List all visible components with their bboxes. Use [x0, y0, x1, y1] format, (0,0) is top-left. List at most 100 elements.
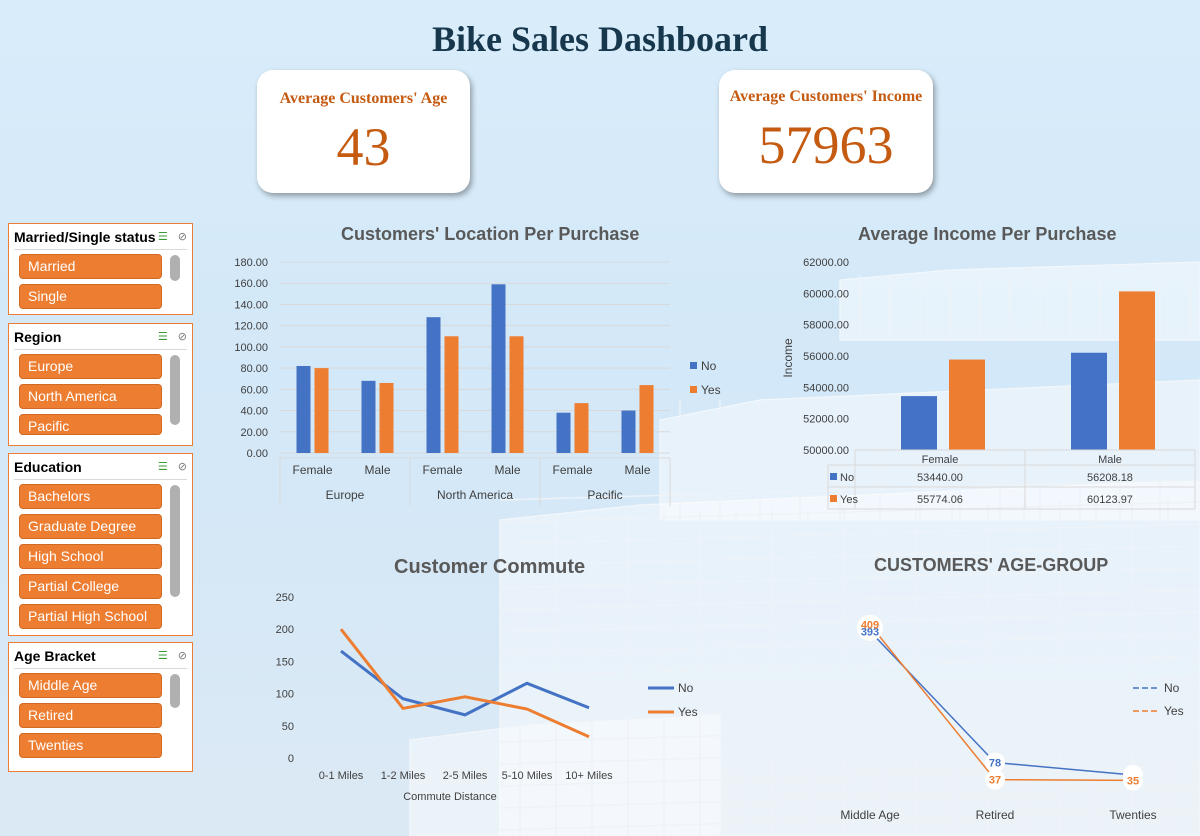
y-tick-label: 60000.00 [803, 288, 849, 300]
clear-filter-icon[interactable]: ⊘ [177, 231, 187, 243]
y-tick-label: 58000.00 [803, 320, 849, 332]
dashboard-title: Bike Sales Dashboard [431, 19, 769, 59]
y-tick-label: 100.00 [234, 342, 268, 354]
data-label: 393 [861, 626, 879, 638]
slicer-item-single[interactable]: Single [19, 284, 162, 309]
y-tick-label: 120.00 [234, 321, 268, 333]
data-label: 60123.97 [1087, 494, 1133, 506]
y-tick-label: 0.00 [247, 448, 268, 460]
data-label: 55774.06 [917, 494, 963, 506]
legend-label: No [701, 359, 717, 373]
kpi-age-value: 43 [336, 117, 391, 177]
x-tick-label: 1-2 Miles [381, 770, 426, 782]
slicer-item-pacific[interactable]: Pacific [19, 414, 162, 435]
data-label: 409 [861, 620, 879, 632]
x-tick-label: Male [364, 463, 390, 477]
x-tick-label: Female [552, 463, 592, 477]
bar-yes [509, 336, 524, 453]
bar-yes [379, 382, 394, 453]
data-label: 53440.00 [917, 472, 963, 484]
y-tick-label: 140.00 [234, 299, 268, 311]
y-tick-label: 150 [276, 656, 294, 668]
x-tick-label: 10+ Miles [565, 770, 613, 782]
slicer-education[interactable]: Education ☰ ⊘ Bachelors Graduate Degree H… [8, 453, 193, 636]
slicer-title: Age Bracket [14, 647, 96, 664]
slicer-marital-status[interactable]: Married/Single status ☰ ⊘ Married Single [8, 223, 193, 315]
bar-no [361, 380, 376, 453]
clear-filter-icon[interactable]: ⊘ [177, 461, 187, 473]
bar-yes [639, 385, 654, 453]
clear-filter-icon[interactable]: ⊘ [177, 331, 187, 343]
kpi-average-income: Average Customers' Income 57963 [719, 70, 933, 193]
bar-no [901, 396, 937, 450]
slicer-item-north-america[interactable]: North America [19, 384, 162, 409]
y-axis-label: Income [781, 338, 795, 378]
slicer-item-bachelors[interactable]: Bachelors [19, 484, 162, 509]
y-tick-label: 50000.00 [803, 445, 849, 457]
slicer-scrollbar[interactable] [170, 355, 180, 425]
x-tick-label: Male [1098, 454, 1122, 466]
y-tick-label: 20.00 [240, 427, 268, 439]
y-tick-label: 80.00 [240, 363, 268, 375]
group-label: Pacific [587, 488, 622, 502]
data-marker [857, 614, 883, 641]
income-chart-title: Average Income Per Purchase [858, 224, 1117, 244]
group-label: Europe [326, 488, 365, 502]
legend-swatch [830, 473, 837, 480]
y-tick-label: 0 [288, 753, 294, 765]
clear-filter-icon[interactable]: ⊘ [177, 650, 187, 662]
bar-yes [949, 359, 985, 450]
kpi-age-label: Average Customers' Age [279, 90, 448, 107]
legend-label: Yes [1164, 704, 1184, 718]
kpi-income-label: Average Customers' Income [729, 88, 923, 105]
slicer-scrollbar[interactable] [170, 674, 180, 708]
multi-select-icon[interactable]: ☰ [157, 461, 168, 473]
slicer-item-graduate-degree[interactable]: Graduate Degree [19, 514, 162, 539]
y-tick-label: 180.00 [234, 257, 268, 269]
x-axis-label: Commute Distance [403, 791, 497, 803]
x-tick-label: 5-10 Miles [502, 770, 553, 782]
y-tick-label: 54000.00 [803, 382, 849, 394]
slicer-title: Region [14, 328, 62, 345]
bar-no [491, 284, 506, 453]
bar-yes [444, 336, 459, 453]
bar-no [556, 412, 571, 453]
bar-no [426, 317, 441, 453]
slicer-item-married[interactable]: Married [19, 254, 162, 279]
bar-yes [1119, 291, 1155, 450]
x-tick-label: 2-5 Miles [443, 770, 488, 782]
kpi-average-age: Average Customers' Age 43 [257, 70, 470, 193]
multi-select-icon[interactable]: ☰ [157, 650, 168, 662]
slicer-item-europe[interactable]: Europe [19, 354, 162, 379]
slicer-item-high-school[interactable]: High School [19, 544, 162, 569]
multi-select-icon[interactable]: ☰ [157, 331, 168, 343]
slicer-item-middle-age[interactable]: Middle Age [19, 673, 162, 698]
x-tick-label: 0-1 Miles [319, 770, 364, 782]
legend-swatch [830, 495, 837, 502]
group-label: North America [437, 488, 513, 502]
slicer-region[interactable]: Region ☰ ⊘ Europe North America Pacific [8, 323, 193, 446]
legend-label: Yes [678, 705, 698, 719]
slicer-item-partial-high-school[interactable]: Partial High School [19, 604, 162, 629]
slicer-item-retired[interactable]: Retired [19, 703, 162, 728]
commute-chart-title: Customer Commute [394, 556, 586, 578]
slicer-scrollbar[interactable] [170, 485, 180, 597]
x-tick-label: Twenties [1109, 808, 1156, 822]
slicer-age-bracket[interactable]: Age Bracket ☰ ⊘ Middle Age Retired Twenti… [8, 642, 193, 772]
x-tick-label: Male [494, 463, 520, 477]
slicer-item-twenties[interactable]: Twenties [19, 733, 162, 758]
series-line-no [869, 630, 1134, 776]
bar-yes [574, 403, 589, 453]
slicer-item-partial-college[interactable]: Partial College [19, 574, 162, 599]
bar-no [296, 365, 311, 453]
data-label: 37 [989, 775, 1001, 787]
x-tick-label: Female [922, 454, 959, 466]
kpi-income-value: 57963 [758, 115, 894, 175]
commute-line-chart: 0 50 100 150 200 250 0-1 Miles 1-2 Miles 2-5 Mil… [276, 592, 698, 803]
x-tick-label: Retired [976, 808, 1015, 822]
slicer-scrollbar[interactable] [170, 255, 180, 281]
multi-select-icon[interactable]: ☰ [157, 231, 168, 243]
slicer-title: Married/Single status [14, 228, 156, 245]
legend-label: Yes [840, 494, 858, 506]
